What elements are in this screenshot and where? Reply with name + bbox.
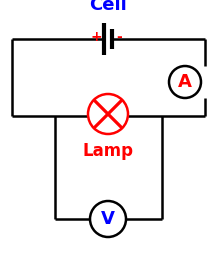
Text: +: + <box>90 30 102 44</box>
Text: A: A <box>178 73 192 91</box>
Text: V: V <box>101 210 115 228</box>
Circle shape <box>169 66 201 98</box>
Circle shape <box>90 201 126 237</box>
Circle shape <box>88 94 128 134</box>
Text: Lamp: Lamp <box>82 142 133 160</box>
Text: Cell: Cell <box>89 0 127 14</box>
Text: -: - <box>116 30 122 44</box>
